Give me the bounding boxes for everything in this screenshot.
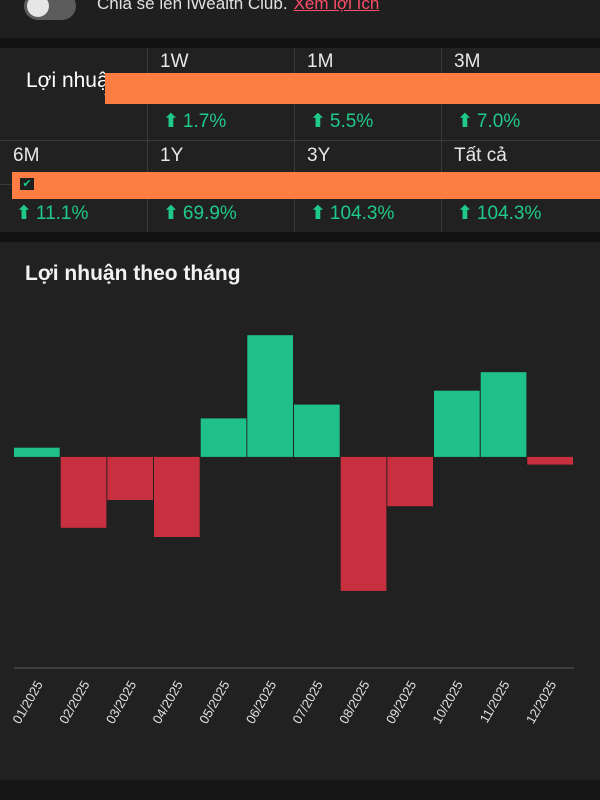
up-arrow-icon: ⬆	[310, 111, 326, 132]
value-text: 1.7%	[182, 111, 227, 132]
monthly-returns-chart: 01/2025 02/2025 03/2025 04/2025 05/2025 06/20…	[9, 335, 574, 726]
bar-03/2025[interactable]	[107, 456, 153, 500]
period-value-1y: ⬆ 69.9%	[163, 202, 237, 225]
period-value-3y: ⬆ 104.3%	[310, 202, 394, 225]
x-tick-label: 05/2025	[196, 678, 232, 726]
share-toggle[interactable]	[24, 0, 76, 20]
period-tab-6m[interactable]: 6M	[13, 145, 40, 166]
x-tick-label: 06/2025	[243, 678, 279, 726]
period-tab-all[interactable]: Tất cả	[454, 145, 507, 166]
bar-11/2025[interactable]	[480, 372, 527, 457]
period-tab-1w[interactable]: 1W	[160, 51, 189, 72]
bar-06/2025[interactable]	[247, 335, 293, 457]
period-value-1m: ⬆ 5.5%	[310, 110, 373, 133]
bar-05/2025[interactable]	[200, 418, 247, 457]
up-arrow-icon: ⬆	[310, 203, 326, 224]
share-text: Chia sẻ lên iWealth Club. Xem lợi ích	[97, 0, 379, 14]
up-arrow-icon: ⬆	[16, 203, 32, 224]
x-tick-label: 12/2025	[523, 678, 559, 726]
bar-01/2025[interactable]	[14, 447, 60, 457]
x-tick-label: 04/2025	[149, 678, 185, 726]
chart-title: Lợi nhuận theo tháng	[25, 262, 241, 285]
x-tick-label: 01/2025	[9, 678, 45, 726]
up-arrow-icon: ⬆	[163, 203, 179, 224]
bar-04/2025[interactable]	[154, 456, 200, 537]
bar-07/2025[interactable]	[294, 404, 340, 457]
bar-08/2025[interactable]	[340, 456, 387, 591]
x-tick-label: 09/2025	[383, 678, 419, 726]
up-arrow-icon: ⬆	[163, 111, 179, 132]
value-text: 69.9%	[182, 203, 237, 224]
x-tick-label: 10/2025	[429, 678, 465, 726]
monthly-returns-card: Lợi nhuận theo tháng 01/2025 02/2025 03/20…	[0, 242, 600, 780]
grid-divider	[0, 140, 600, 141]
bottom-strip	[0, 780, 600, 800]
bar-02/2025[interactable]	[60, 456, 107, 528]
redaction-bar	[12, 172, 600, 199]
x-tick-label: 08/2025	[336, 678, 372, 726]
period-value-1w: ⬆ 1.7%	[163, 110, 226, 133]
value-text: 104.3%	[476, 203, 542, 224]
checkbox-icon: ✔	[20, 178, 34, 190]
x-tick-label: 07/2025	[289, 678, 325, 726]
period-value-3m: ⬆ 7.0%	[457, 110, 520, 133]
x-tick-label: 11/2025	[477, 678, 513, 725]
up-arrow-icon: ⬆	[457, 111, 473, 132]
toggle-knob	[27, 0, 49, 17]
benefits-link[interactable]: Xem lợi ích	[293, 0, 380, 13]
bar-12/2025[interactable]	[527, 456, 573, 465]
bar-10/2025[interactable]	[434, 390, 480, 457]
x-tick-label: 02/2025	[56, 678, 92, 726]
value-text: 5.5%	[329, 111, 374, 132]
returns-title: Lợi nhuậ	[26, 69, 109, 92]
share-bar: Chia sẻ lên iWealth Club. Xem lợi ích	[0, 0, 600, 38]
period-value-all: ⬆ 104.3%	[457, 202, 541, 225]
bar-09/2025[interactable]	[387, 456, 433, 507]
period-value-6m: ⬆ 11.1%	[16, 202, 88, 225]
share-label: Chia sẻ lên iWealth Club.	[97, 0, 288, 13]
value-text: 104.3%	[329, 203, 395, 224]
period-tab-3m[interactable]: 3M	[454, 51, 481, 72]
redaction-bar	[105, 73, 600, 104]
x-tick-label: 03/2025	[103, 678, 139, 726]
period-tab-1m[interactable]: 1M	[307, 51, 334, 72]
period-tab-1y[interactable]: 1Y	[160, 145, 184, 166]
value-text: 7.0%	[476, 111, 521, 132]
up-arrow-icon: ⬆	[457, 203, 473, 224]
period-tab-3y[interactable]: 3Y	[307, 145, 331, 166]
value-text: 11.1%	[35, 203, 89, 224]
